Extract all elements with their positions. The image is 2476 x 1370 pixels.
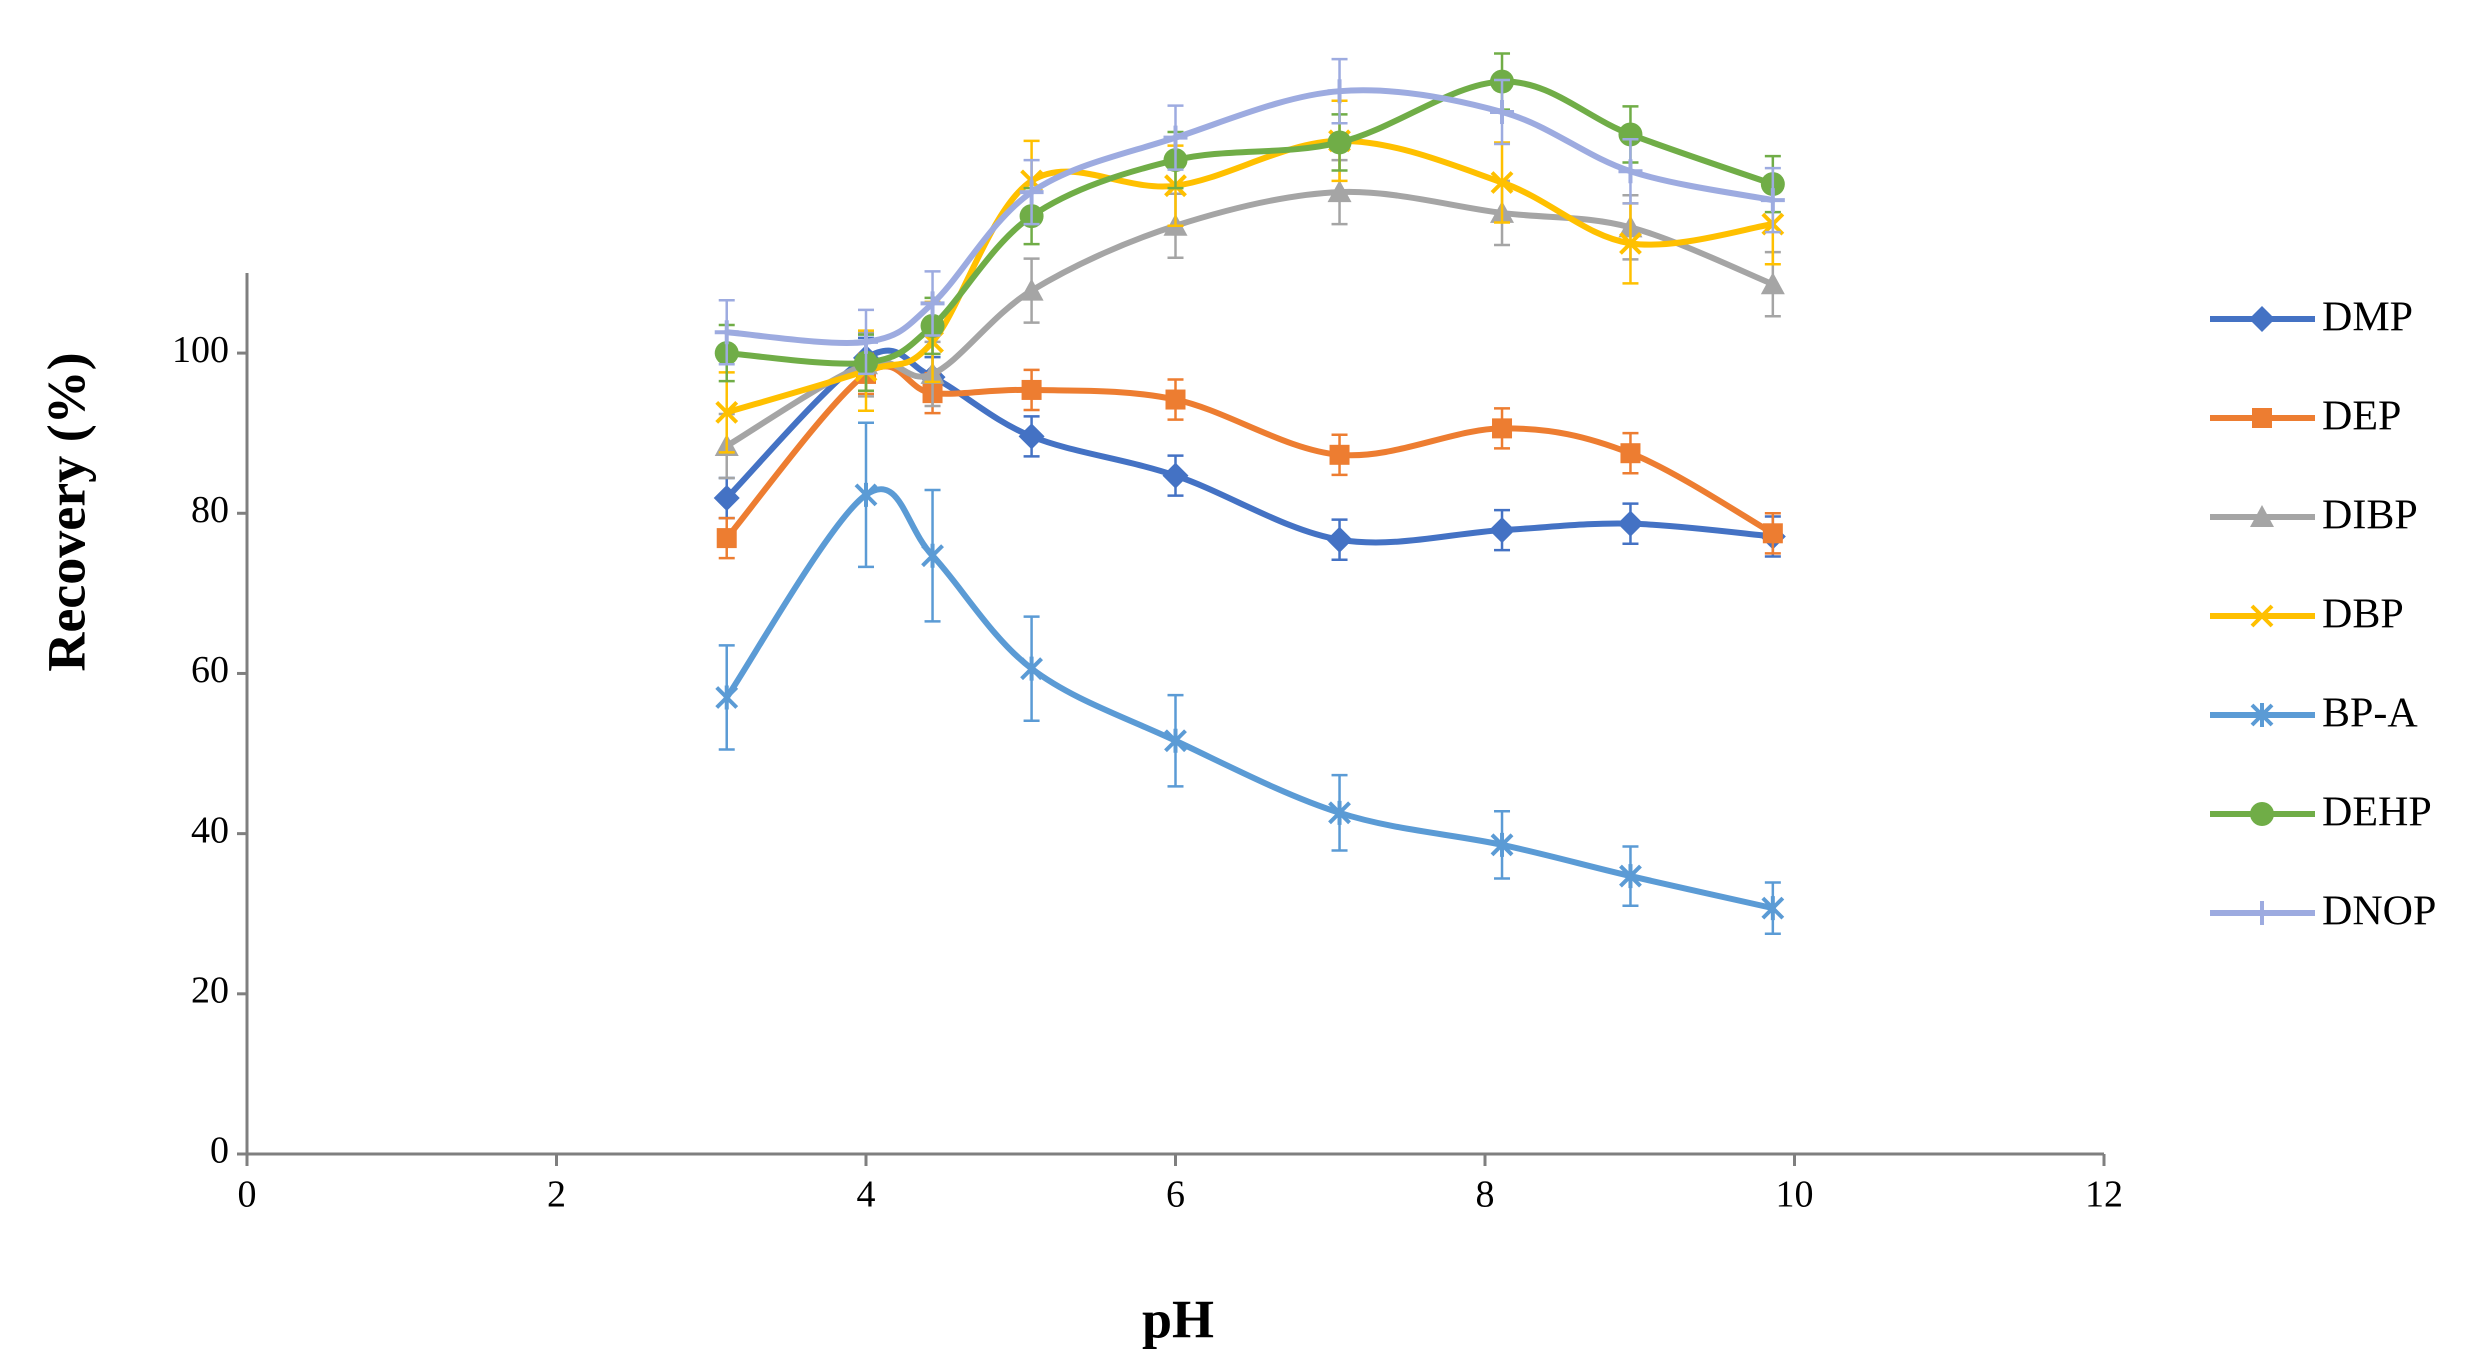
marker bbox=[1492, 418, 1513, 439]
marker bbox=[1326, 526, 1353, 553]
x-tick-label: 6 bbox=[1166, 1174, 1185, 1216]
marker bbox=[1761, 896, 1785, 921]
marker bbox=[1019, 180, 1044, 205]
marker bbox=[1328, 800, 1351, 825]
marker bbox=[714, 320, 739, 345]
marker bbox=[1760, 272, 1785, 295]
marker bbox=[1489, 517, 1516, 544]
legend-marker bbox=[2250, 505, 2274, 527]
series-line bbox=[723, 137, 1776, 416]
marker bbox=[1329, 444, 1350, 465]
marker bbox=[715, 685, 739, 710]
y-tick-label: 60 bbox=[191, 649, 229, 691]
legend-label: DNOP bbox=[2322, 889, 2436, 935]
x-axis-title: pH bbox=[1142, 1289, 1214, 1349]
legend-marker bbox=[2252, 408, 2272, 428]
marker bbox=[1162, 462, 1189, 489]
legend-marker bbox=[2250, 802, 2274, 826]
y-tick-label: 40 bbox=[191, 809, 229, 851]
y-axis-title: Recovery (%) bbox=[36, 352, 96, 671]
marker bbox=[1327, 79, 1352, 104]
marker bbox=[921, 543, 944, 568]
x-tick-label: 8 bbox=[1476, 1174, 1495, 1216]
series bbox=[718, 57, 1781, 376]
legend-marker bbox=[2250, 901, 2274, 925]
marker bbox=[1490, 832, 1514, 857]
marker bbox=[713, 485, 740, 512]
y-tick-label: 0 bbox=[210, 1130, 229, 1172]
x-tick-label: 4 bbox=[857, 1174, 876, 1216]
marker bbox=[1760, 188, 1785, 213]
marker bbox=[1619, 231, 1642, 255]
series-line bbox=[723, 78, 1776, 367]
marker bbox=[920, 291, 945, 316]
legend-label: BP-A bbox=[2322, 691, 2418, 737]
marker bbox=[715, 400, 739, 424]
marker bbox=[1020, 656, 1043, 681]
marker bbox=[854, 329, 878, 354]
series bbox=[718, 158, 1781, 480]
y-tick-label: 20 bbox=[191, 970, 229, 1012]
marker bbox=[1165, 389, 1186, 410]
marker bbox=[1490, 100, 1515, 125]
marker bbox=[1618, 159, 1643, 184]
marker bbox=[1163, 125, 1188, 150]
legend-marker bbox=[2250, 604, 2274, 628]
marker bbox=[1620, 443, 1641, 464]
marker bbox=[1762, 523, 1783, 544]
marker bbox=[1619, 864, 1642, 889]
y-tick-label: 80 bbox=[191, 489, 229, 531]
x-tick-label: 0 bbox=[238, 1174, 257, 1216]
series-line bbox=[723, 486, 1776, 912]
marker bbox=[1327, 180, 1352, 203]
marker bbox=[1327, 130, 1352, 155]
y-tick-label: 100 bbox=[172, 329, 229, 371]
series-line bbox=[723, 87, 1776, 346]
x-tick-label: 10 bbox=[1776, 1174, 1814, 1216]
marker bbox=[1019, 278, 1044, 301]
marker bbox=[716, 528, 737, 549]
marker bbox=[1021, 379, 1042, 400]
marker bbox=[1617, 510, 1644, 537]
x-tick-label: 12 bbox=[2085, 1174, 2123, 1216]
marker bbox=[1018, 423, 1045, 450]
legend-label: DEP bbox=[2322, 394, 2401, 440]
legend-marker bbox=[2249, 306, 2275, 332]
marker bbox=[854, 482, 878, 507]
legend-label: DBP bbox=[2322, 592, 2404, 638]
legend-label: DMP bbox=[2322, 295, 2413, 341]
legend-marker bbox=[2250, 703, 2274, 727]
series-line bbox=[723, 363, 1776, 542]
legend-label: DIBP bbox=[2322, 493, 2418, 539]
series bbox=[718, 421, 1781, 935]
series-line bbox=[723, 188, 1776, 449]
legend-label: DEHP bbox=[2322, 790, 2432, 836]
marker bbox=[1490, 171, 1514, 194]
marker bbox=[1164, 728, 1187, 753]
x-tick-label: 2 bbox=[547, 1174, 566, 1216]
